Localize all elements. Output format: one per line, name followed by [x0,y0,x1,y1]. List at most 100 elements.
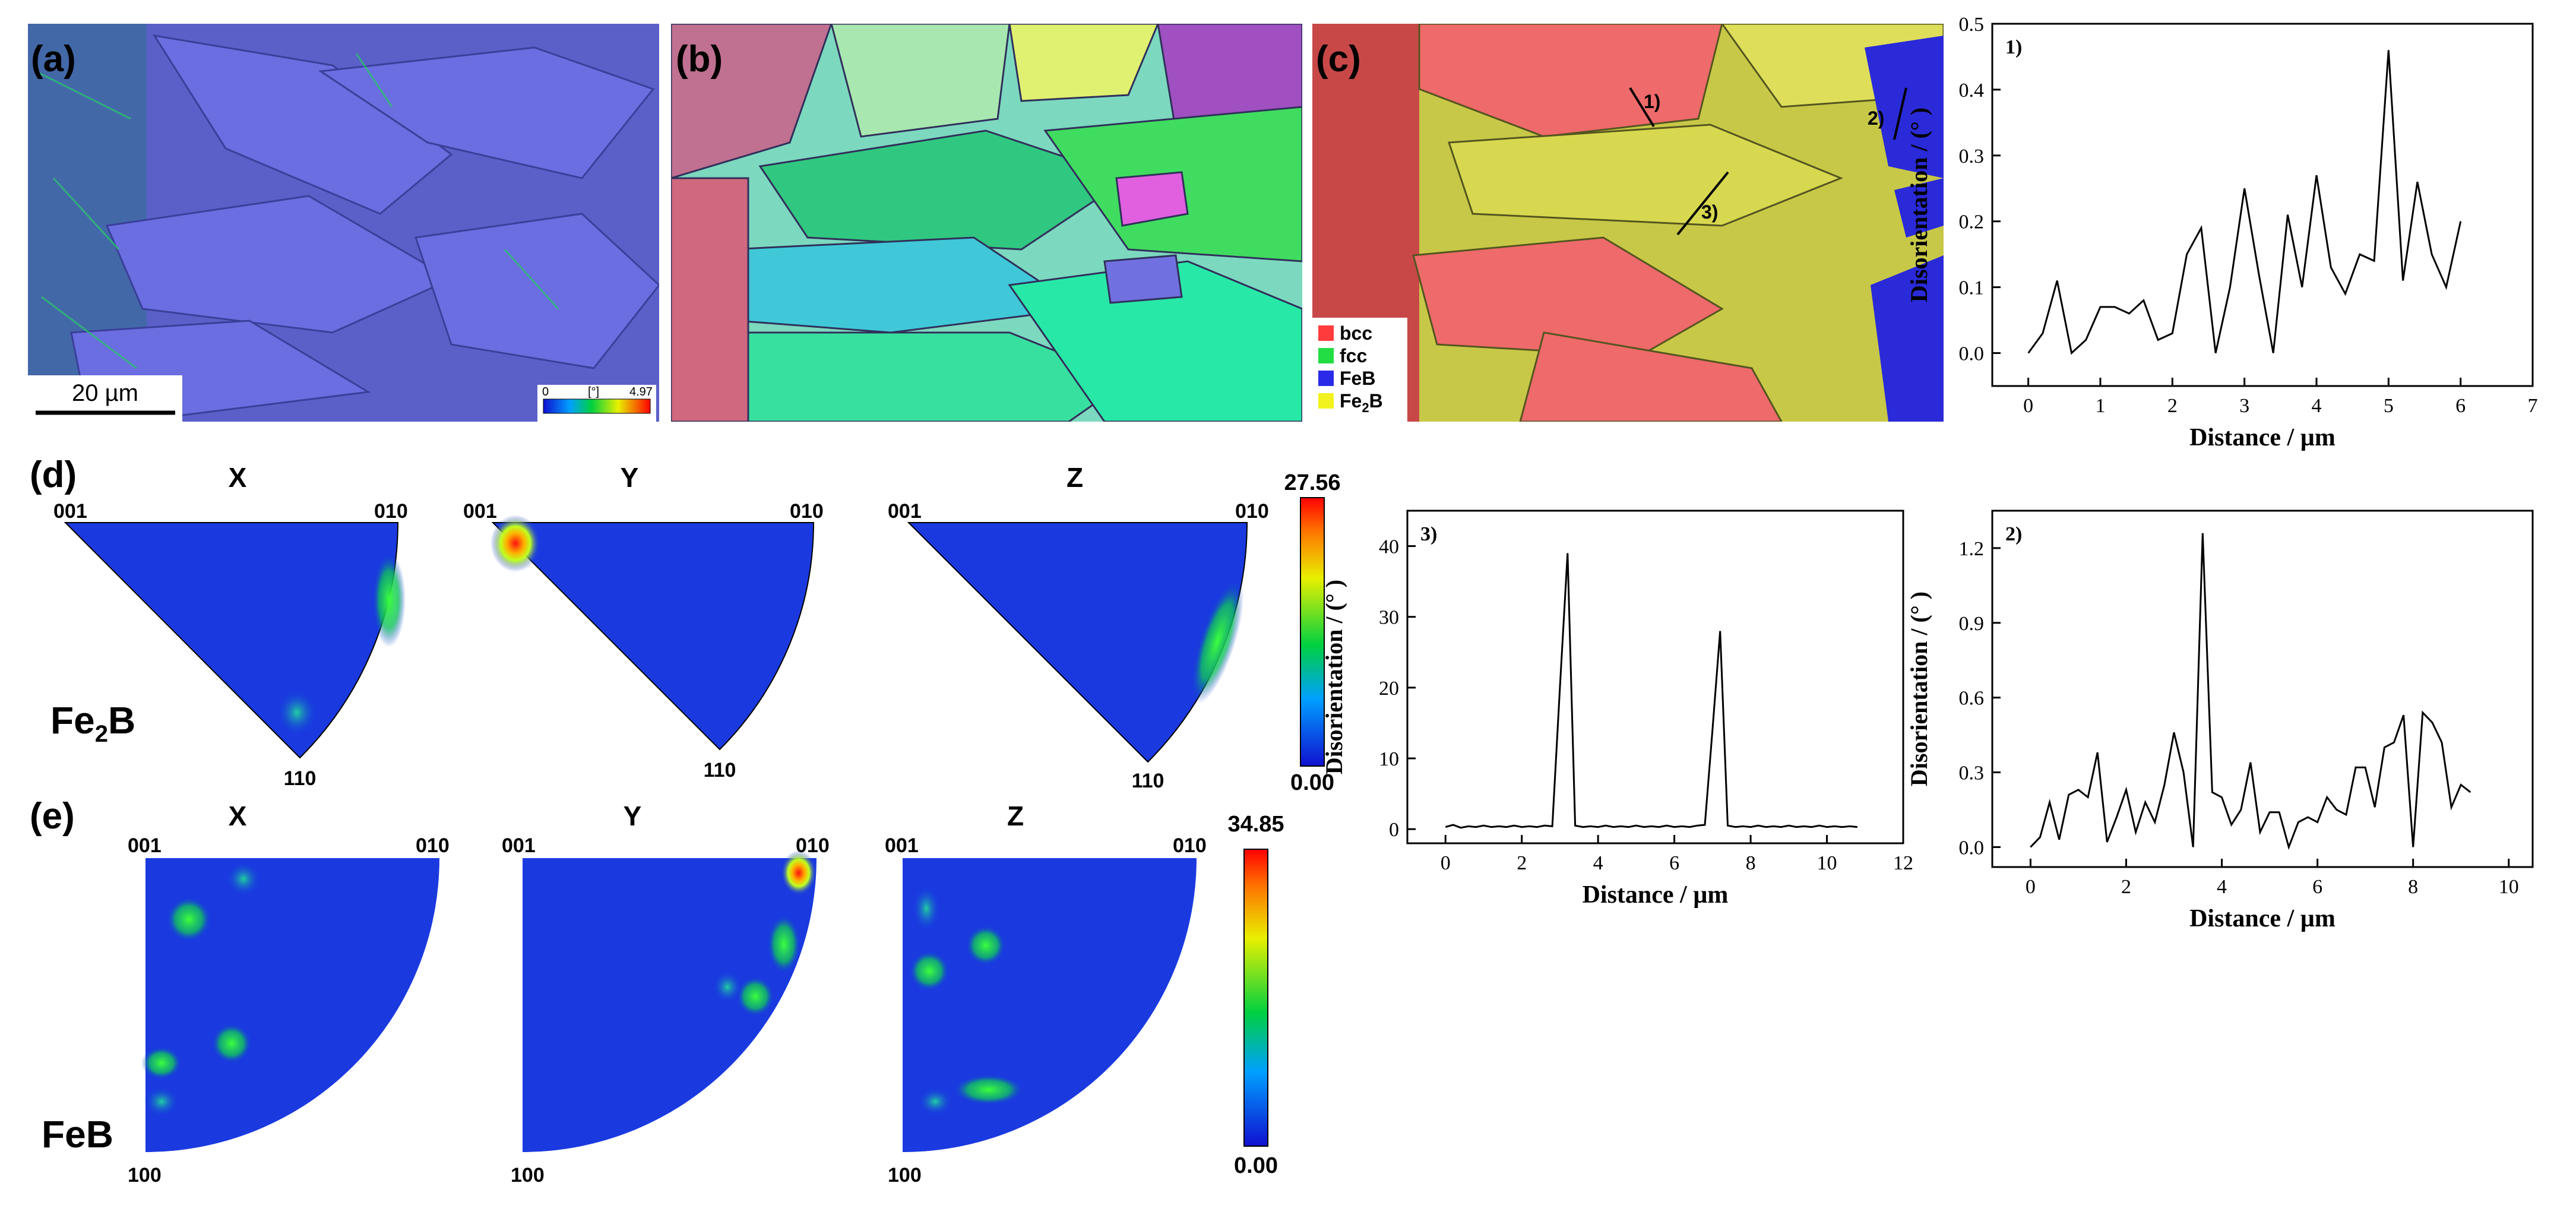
y-tick-label: 0.5 [1959,14,1985,36]
pole-title-d-z: Z [1067,462,1083,493]
pole-corner-e-x-010: 010 [416,834,450,857]
x-tick-label: 6 [2312,876,2322,898]
pole-figures-fe2b: (d) X 001 010 110 Y 001 010 110 Z 001 01… [30,454,1341,795]
series-line [1445,553,1858,829]
phase-label-feb: FeB [42,1113,113,1156]
chart-annotation: 1) [2005,36,2022,58]
panel-label-d: (d) [30,454,77,495]
y-tick-label: 30 [1379,607,1399,629]
x-tick-label: 12 [1893,852,1913,874]
line-scan-markers [1629,87,1907,236]
x-tick-label: 4 [2217,876,2227,898]
series-line [2027,50,2462,355]
pole-corner-d-z-110: 110 [1132,770,1164,792]
chart-annotation: 2) [2005,523,2022,545]
pole-corner-d-z-001: 001 [888,500,922,523]
intensity-scale-e: 34.85 0.00 [1227,812,1284,1178]
pole-figure-d-x: X 001 010 110 [53,462,408,790]
y-axis-label: Disorientation / (° ) [1906,107,1932,302]
y-tick-label: 0.4 [1959,80,1985,102]
chart-3: 0 2 4 6 8 10 12 0 10 20 30 40 3) Distance / µm Disorie… [1321,510,1913,909]
y-axis-label: Disorientation / (° ) [1906,591,1932,786]
intensity-min-d: 0.00 [1290,770,1334,795]
series-line [2030,533,2471,850]
x-tick-label: 1 [2096,395,2106,417]
x-tick-label: 8 [1746,852,1756,874]
colorbar-min-label: 0 [542,385,549,398]
pole-corner-e-z-001: 001 [885,834,919,857]
micrograph-b [671,24,1302,422]
legend-label-bcc: bcc [1340,322,1372,344]
y-tick-label: 40 [1379,536,1399,558]
line-scan-label-3: 3) [1701,201,1718,223]
phase-label-fe2b: Fe2B [50,699,135,747]
panel-label-e: (e) [30,796,75,837]
pole-corner-d-x-001: 001 [53,500,87,523]
x-tick-label: 0 [2023,395,2033,417]
colorbar-unit-label: [°] [588,385,599,398]
pole-corner-d-y-001: 001 [463,500,497,523]
scalebar-label: 20 µm [72,380,138,406]
phase-legend: bcc fcc FeB Fe2B [1312,318,1407,422]
pole-figure-e-x: X 001 010 100 [128,801,450,1187]
y-tick-label: 0.3 [1959,763,1985,784]
pole-title-e-z: Z [1007,801,1024,831]
pole-corner-d-x-010: 010 [374,500,408,523]
y-tick-label: 0.1 [1959,277,1985,299]
pole-title-e-y: Y [624,801,642,831]
pole-corner-d-y-010: 010 [790,500,824,523]
intensity-scale-d: 27.56 0.00 [1284,470,1340,795]
panel-label-c: (c) [1316,39,1361,80]
intensity-min-e: 0.00 [1234,1153,1278,1178]
pole-corner-e-y-100: 100 [511,1164,545,1187]
intensity-max-e: 34.85 [1227,812,1284,837]
chart-2: 0 2 4 6 8 10 0.0 0.3 0.6 0.9 1.2 2) Distance / µm Dis… [1906,510,2534,932]
pole-corner-e-y-010: 010 [796,834,830,857]
pole-figure-e-z: Z 001 010 100 [885,801,1207,1187]
y-tick-label: 0.6 [1959,688,1985,710]
x-tick-label: 8 [2408,876,2418,898]
pole-corner-e-x-100: 100 [128,1164,162,1187]
x-tick-label: 7 [2528,395,2538,417]
legend-label-feb: FeB [1340,368,1375,389]
pole-corner-e-y-001: 001 [502,834,536,857]
line-scan-label-1: 1) [1644,91,1660,112]
pole-corner-e-x-001: 001 [128,834,162,857]
pole-title-e-x: X [229,801,247,831]
pole-corner-d-x-110: 110 [284,767,317,790]
x-axis-label: Distance / µm [1583,881,1729,909]
x-tick-label: 10 [1817,852,1837,874]
pole-figure-d-y: Y 001 010 110 [463,462,824,782]
intensity-max-d: 27.56 [1284,470,1340,495]
x-tick-label: 0 [2026,876,2036,898]
legend-label-fcc: fcc [1340,345,1367,366]
x-axis-label: Distance / µm [2189,424,2336,451]
plot-frame [1991,510,2534,868]
x-tick-label: 5 [2384,395,2394,417]
micrograph-c [1312,24,1944,422]
plot-frame [1406,510,1904,844]
pole-figure-d-z: Z 001 010 110 [888,462,1269,792]
y-tick-label: 0.3 [1959,145,1985,167]
x-tick-label: 3 [2239,395,2249,417]
x-tick-label: 10 [2499,876,2519,898]
x-tick-label: 2 [2167,395,2178,417]
x-tick-label: 6 [1669,852,1679,874]
pole-title-d-x: X [229,462,247,493]
y-tick-label: 0.0 [1959,837,1985,859]
y-tick-label: 20 [1379,678,1399,700]
pole-figure-e-y: Y 001 010 100 [502,801,830,1187]
legend-swatch-fcc [1318,348,1334,363]
x-axis-label: Distance / µm [2189,905,2336,932]
pole-corner-e-z-100: 100 [888,1164,922,1187]
y-tick-label: 0.9 [1959,613,1985,635]
x-tick-label: 4 [2312,395,2322,417]
pole-title-d-y: Y [621,462,639,493]
x-tick-label: 6 [2455,395,2466,417]
x-tick-label: 2 [2121,876,2131,898]
y-tick-label: 1.2 [1959,538,1985,560]
x-tick-label: 0 [1441,852,1451,874]
pole-corner-e-z-010: 010 [1173,834,1207,857]
y-tick-label: 0.2 [1959,211,1985,233]
